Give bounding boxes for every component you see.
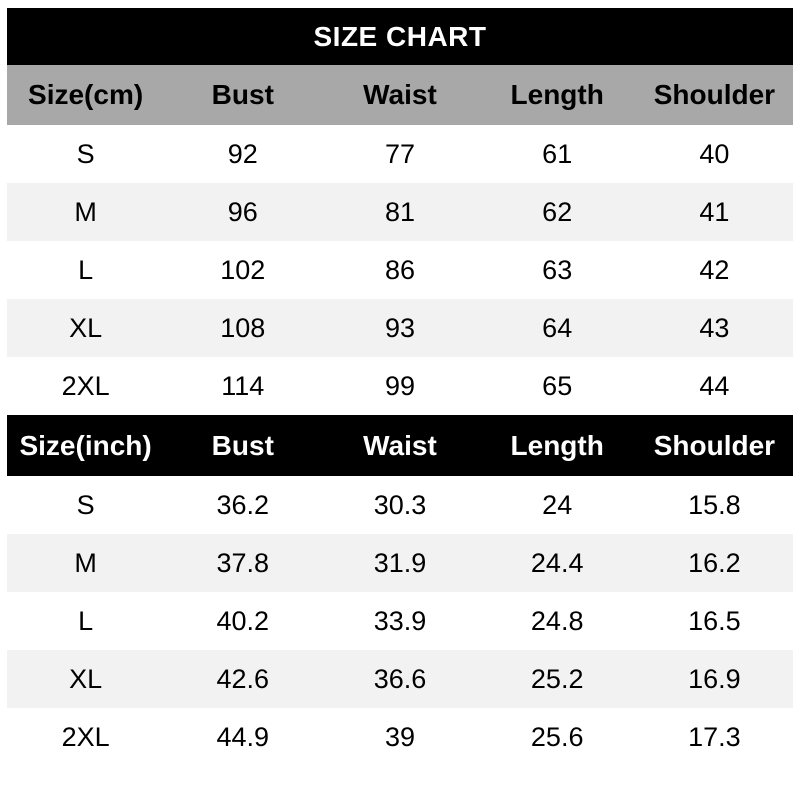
shoulder-cell: 16.5 (688, 605, 741, 636)
waist-cell: 93 (384, 312, 416, 343)
length-cell: 62 (542, 196, 573, 227)
waist-cell: 39 (384, 721, 416, 752)
waist-cell: 36.6 (373, 663, 427, 694)
shoulder-cell: 41 (699, 196, 730, 227)
shoulder-cell: 15.8 (688, 489, 741, 520)
bust-cell: 114 (221, 370, 265, 401)
waist-cell: 86 (384, 254, 416, 285)
shoulder-cell: 17.3 (688, 721, 741, 752)
size-cell: M (74, 547, 97, 578)
waist-cell: 77 (384, 138, 416, 169)
size-cell: M (74, 196, 97, 227)
waist-cell: 81 (384, 196, 416, 227)
inch-row-2xl: 2XL 44.9 39 25.6 17.3 (7, 708, 793, 766)
cm-header-bust: Bust (211, 79, 274, 110)
length-cell: 24.4 (530, 547, 584, 578)
shoulder-cell: 42 (699, 254, 730, 285)
length-cell: 24 (542, 489, 573, 520)
cm-row-l: L 102 86 63 42 (7, 241, 793, 299)
bust-cell: 40.2 (216, 605, 270, 636)
bust-cell: 36.2 (216, 489, 270, 520)
inch-row-l: L 40.2 33.9 24.8 16.5 (7, 592, 793, 650)
inch-row-xl: XL 42.6 36.6 25.2 16.9 (7, 650, 793, 708)
shoulder-cell: 43 (699, 312, 730, 343)
inch-row-s: S 36.2 30.3 24 15.8 (7, 476, 793, 534)
bust-cell: 44.9 (216, 721, 270, 752)
cm-header-size: Size(cm) (28, 79, 144, 110)
bust-cell: 102 (220, 254, 266, 285)
cm-header-waist: Waist (363, 79, 437, 110)
inch-header-shoulder: Shoulder (653, 429, 776, 461)
size-cell: 2XL (61, 721, 110, 752)
cm-header-row: Size(cm) Bust Waist Length Shoulder (7, 65, 793, 125)
cm-header-length: Length (510, 79, 604, 110)
length-cell: 61 (542, 138, 573, 169)
length-cell: 24.8 (530, 605, 584, 636)
cm-row-2xl: 2XL 114 99 65 44 (7, 357, 793, 415)
waist-cell: 31.9 (373, 547, 427, 578)
inch-header-bust: Bust (211, 429, 274, 461)
cm-row-m: M 96 81 62 41 (7, 183, 793, 241)
size-cell: 2XL (61, 370, 110, 401)
inch-row-m: M 37.8 31.9 24.4 16.2 (7, 534, 793, 592)
shoulder-cell: 16.9 (688, 663, 741, 694)
inch-header-size: Size(inch) (19, 429, 152, 461)
cm-header-shoulder: Shoulder (653, 79, 776, 110)
size-chart-title: SIZE CHART (7, 8, 793, 65)
length-cell: 25.6 (530, 721, 584, 752)
shoulder-cell: 44 (699, 370, 730, 401)
length-cell: 65 (542, 370, 573, 401)
bust-cell: 42.6 (216, 663, 270, 694)
size-chart: SIZE CHART Size(cm) Bust Waist Length Sh… (7, 8, 793, 766)
length-cell: 64 (542, 312, 573, 343)
inch-header-waist: Waist (363, 429, 437, 461)
size-cell: XL (69, 312, 103, 343)
waist-cell: 99 (384, 370, 416, 401)
size-cell: S (76, 489, 95, 520)
bust-cell: 96 (227, 196, 258, 227)
cm-row-xl: XL 108 93 64 43 (7, 299, 793, 357)
size-cell: L (78, 254, 94, 285)
waist-cell: 33.9 (373, 605, 427, 636)
bust-cell: 37.8 (216, 547, 270, 578)
length-cell: 25.2 (530, 663, 584, 694)
size-cell: S (76, 138, 95, 169)
length-cell: 63 (542, 254, 573, 285)
shoulder-cell: 40 (699, 138, 730, 169)
size-cell: L (78, 605, 94, 636)
bust-cell: 92 (227, 138, 258, 169)
inch-header-length: Length (510, 429, 604, 461)
cm-row-s: S 92 77 61 40 (7, 125, 793, 183)
bust-cell: 108 (220, 312, 266, 343)
shoulder-cell: 16.2 (688, 547, 741, 578)
waist-cell: 30.3 (373, 489, 427, 520)
inch-header-row: Size(inch) Bust Waist Length Shoulder (7, 415, 793, 476)
size-cell: XL (69, 663, 103, 694)
